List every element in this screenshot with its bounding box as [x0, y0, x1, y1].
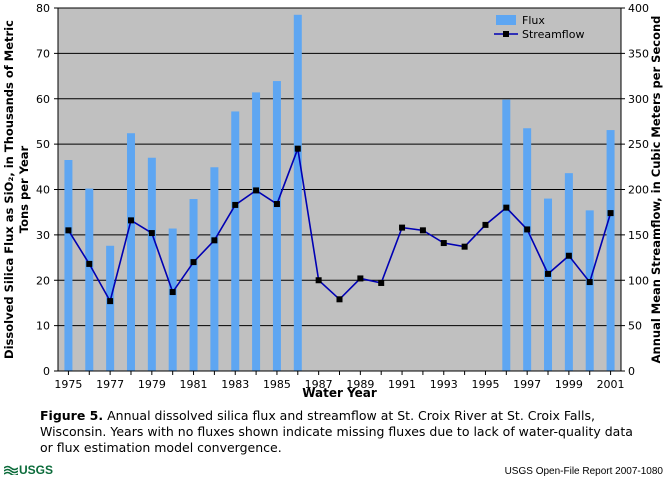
y-left-tick-label: 70 — [36, 47, 50, 60]
legend-flux-swatch — [496, 15, 516, 25]
streamflow-point-1981 — [190, 259, 197, 266]
y-axis-left-title-line-1: Dissolved Silica Flux as SiO₂, in Thousa… — [2, 20, 16, 359]
figure-label: Figure 5. — [40, 408, 104, 423]
report-number: USGS Open-File Report 2007-1080 — [504, 466, 663, 477]
y-left-tick-label: 10 — [36, 320, 50, 333]
flux-bar-1983 — [231, 111, 240, 371]
x-tick-label: 1995 — [471, 378, 499, 391]
y-right-tick-label: 0 — [628, 365, 635, 378]
streamflow-point-1985 — [273, 201, 280, 208]
figure-caption: Figure 5. Annual dissolved silica flux a… — [40, 408, 640, 456]
streamflow-point-1979 — [148, 230, 155, 237]
flux-bar-1999 — [564, 173, 573, 371]
streamflow-point-1994 — [461, 243, 468, 250]
x-tick-label: 1977 — [96, 378, 124, 391]
legend-flux-label: Flux — [522, 14, 545, 27]
x-tick-label: 1993 — [430, 378, 458, 391]
flux-bar-2001 — [606, 130, 615, 371]
usgs-logo-text: USGS — [19, 463, 54, 477]
flux-bar-1985 — [272, 81, 281, 372]
figure-caption-text: Annual dissolved silica flux and streamf… — [40, 408, 633, 455]
y-right-tick-label: 150 — [628, 229, 649, 242]
streamflow-point-1993 — [440, 240, 447, 247]
streamflow-point-1975 — [65, 227, 72, 234]
y-left-tick-label: 50 — [36, 138, 50, 151]
flux-bar-1975 — [64, 160, 73, 371]
chart: 0 10 20 30 40 50 60 70 80 0 50 100 150 200 250 300 350 40… — [2, 2, 663, 400]
x-tick-label: 1987 — [305, 378, 333, 391]
y-right-tick-label: 250 — [628, 138, 649, 151]
streamflow-point-1999 — [565, 252, 572, 259]
usgs-wave-icon — [4, 465, 18, 475]
streamflow-point-1982 — [211, 237, 218, 244]
streamflow-point-1986 — [294, 145, 301, 152]
streamflow-point-1996 — [503, 204, 510, 211]
streamflow-point-1983 — [232, 201, 239, 208]
streamflow-point-1988 — [336, 296, 343, 303]
legend: Flux Streamflow — [494, 14, 584, 41]
y-right-tick-label: 100 — [628, 274, 649, 287]
flux-bar-1982 — [210, 167, 219, 371]
streamflow-point-1990 — [378, 279, 385, 286]
streamflow-point-1978 — [127, 217, 134, 224]
x-tick-label: 1975 — [54, 378, 82, 391]
streamflow-point-2001 — [607, 210, 614, 217]
x-tick-label: 1981 — [180, 378, 208, 391]
legend-streamflow-marker — [503, 31, 509, 37]
y-left-tick-label: 0 — [43, 365, 50, 378]
flux-bar-1977 — [106, 245, 115, 371]
flux-bar-1981 — [189, 199, 198, 371]
flux-bar-1998 — [544, 198, 553, 371]
flux-bar-1976 — [85, 188, 94, 371]
x-tick-label: 1989 — [346, 378, 374, 391]
flux-bar-1986 — [293, 14, 302, 372]
streamflow-point-1977 — [107, 298, 114, 305]
x-axis-title: Water Year — [302, 386, 377, 400]
streamflow-point-1998 — [545, 270, 552, 277]
streamflow-point-1989 — [357, 275, 364, 282]
streamflow-point-1997 — [524, 226, 531, 233]
x-tick-label: 2001 — [597, 378, 625, 391]
x-tick-label: 1983 — [221, 378, 249, 391]
flux-bar-2000 — [585, 210, 594, 371]
streamflow-point-1991 — [399, 224, 406, 231]
legend-streamflow-label: Streamflow — [522, 28, 584, 41]
x-tick-label: 1991 — [388, 378, 416, 391]
flux-bar-1996 — [502, 99, 511, 371]
y-right-tick-label: 50 — [628, 320, 642, 333]
x-tick-label: 1999 — [555, 378, 583, 391]
x-tick-label: 1985 — [263, 378, 291, 391]
streamflow-point-1995 — [482, 221, 489, 228]
streamflow-line — [65, 145, 614, 305]
y-right-tick-label: 200 — [628, 184, 649, 197]
streamflow-point-1984 — [253, 187, 260, 194]
flux-bar-1980 — [168, 228, 177, 371]
y-right-tick-label: 300 — [628, 93, 649, 106]
y-left-tick-label: 20 — [36, 274, 50, 287]
flux-bar-1978 — [126, 133, 135, 371]
flux-bar-1979 — [147, 157, 156, 371]
y-left-tick-label: 30 — [36, 229, 50, 242]
y-left-tick-label: 40 — [36, 184, 50, 197]
usgs-logo[interactable]: USGS — [4, 463, 53, 477]
streamflow-point-2000 — [586, 279, 593, 286]
y-left-tick-label: 60 — [36, 93, 50, 106]
streamflow-point-1976 — [86, 260, 93, 267]
streamflow-point-1992 — [419, 227, 426, 234]
y-axis-right-title: Annual Mean Streamflow, in Cubic Meters … — [649, 16, 663, 364]
flux-bar-1984 — [252, 92, 261, 372]
y-right-tick-label: 350 — [628, 47, 649, 60]
axes: 0 10 20 30 40 50 60 70 80 0 50 100 150 200 250 300 350 40… — [36, 2, 649, 391]
x-tick-label: 1979 — [138, 378, 166, 391]
x-tick-label: 1997 — [513, 378, 541, 391]
streamflow-point-1987 — [315, 277, 322, 284]
y-right-tick-label: 400 — [628, 2, 649, 15]
flux-bar-1997 — [523, 128, 532, 371]
y-left-tick-label: 80 — [36, 2, 50, 15]
streamflow-point-1980 — [169, 289, 176, 296]
flux-bars — [64, 14, 615, 372]
y-axis-left-title-line-2: Tons per Year — [17, 145, 31, 233]
